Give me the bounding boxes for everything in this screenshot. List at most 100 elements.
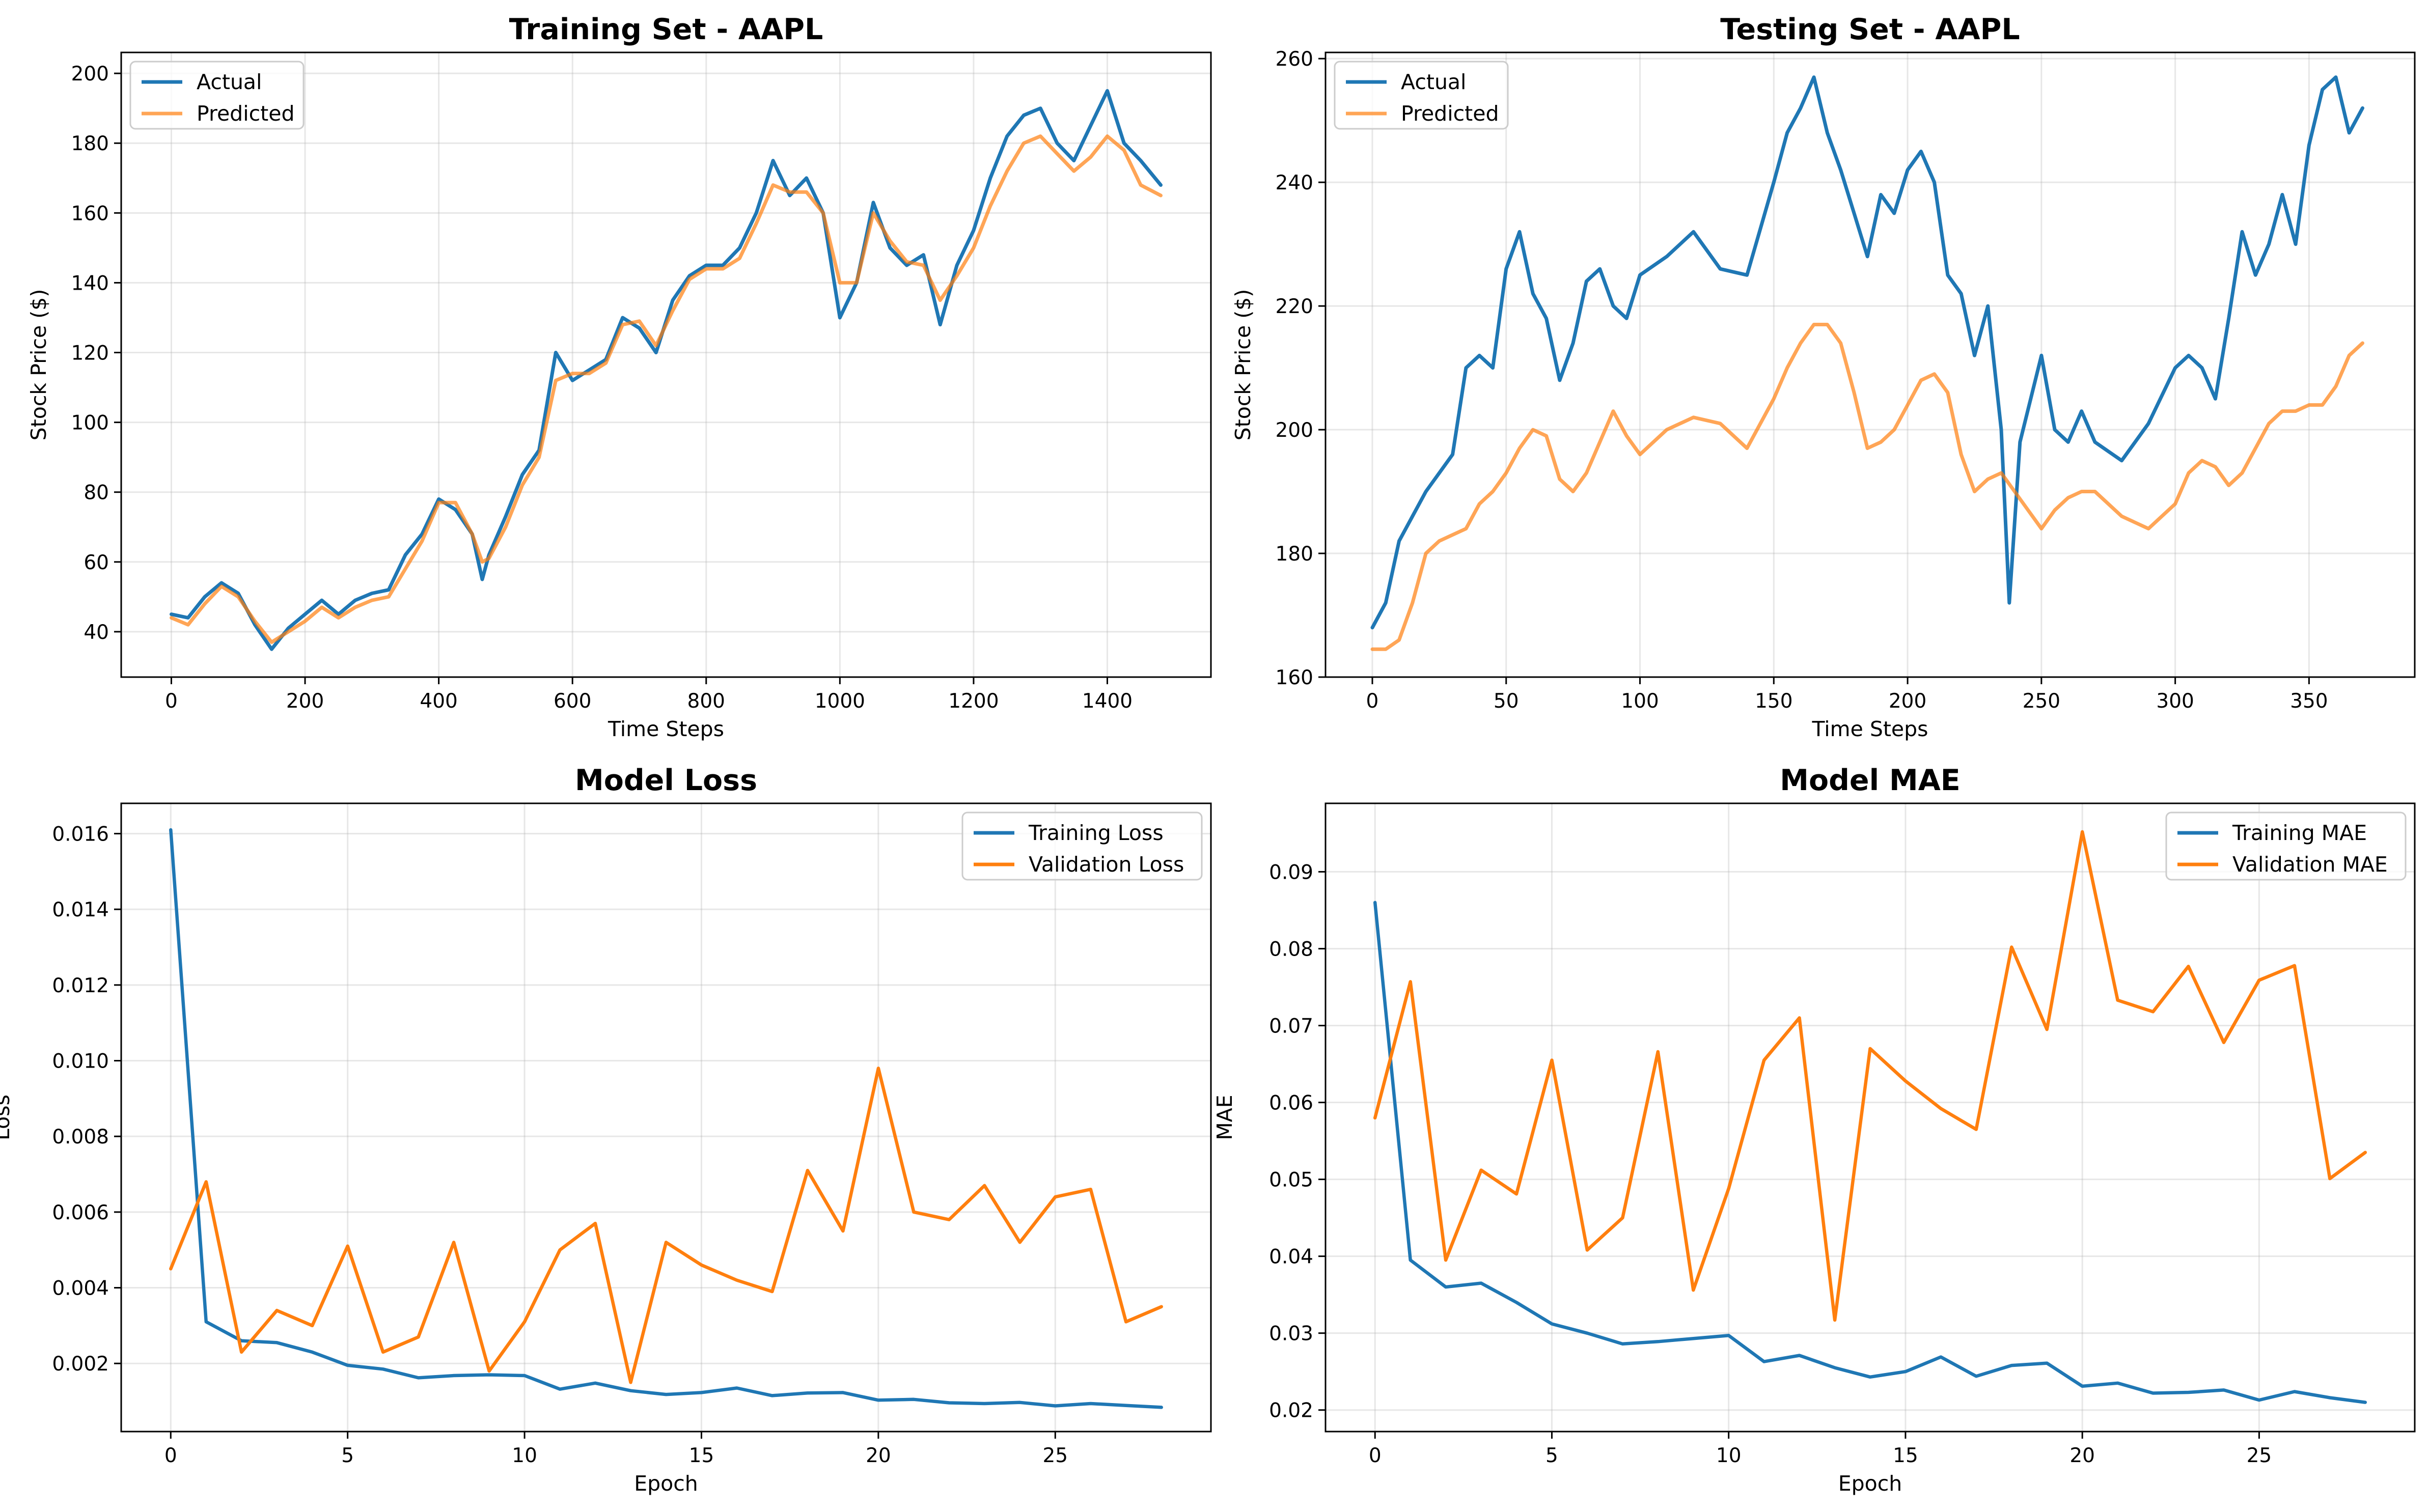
legend-box [2165,811,2407,881]
series-line-training-loss [169,828,1163,1409]
y-tick-label: 0.014 [52,899,109,921]
legend: Actual Predicted [1334,61,1509,130]
axes-frame [1324,802,2416,1433]
y-tick-label: 140 [71,272,109,295]
y-tick-label: 60 [84,551,109,574]
y-axis-label: Stock Price ($) [1231,289,1255,441]
x-tick-label: 200 [1889,690,1926,713]
legend-label: Actual [197,70,262,94]
chart-1: 0 200 400 600 800 1000 1200 1400 40 60 80 100 120 140… [26,13,1212,741]
x-tick-label: 15 [1893,1444,1918,1467]
y-tick-label: 0.05 [1269,1169,1313,1192]
plot-area [1326,52,2415,677]
chart-3: 0 5 10 15 20 25 0.002 0.004 0.006 0.008 0.010 0.012… [0,764,1212,1496]
x-tick-label: 10 [1716,1444,1742,1467]
x-tick-label: 25 [1042,1444,1068,1467]
x-tick-label: 25 [2247,1444,2272,1467]
x-tick-label: 100 [1621,690,1659,713]
y-tick-label: 200 [71,63,109,86]
y-tick-label: 220 [1276,295,1313,318]
series-line-validation-mae [1373,830,2367,1322]
legend-label: Validation Loss [1029,852,1184,877]
axes-frame [1324,51,2416,678]
legend: Training MAE Validation MAE [2165,811,2407,881]
y-tick-label: 0.004 [52,1277,109,1300]
legend-label: Training MAE [2232,821,2367,845]
x-tick-label: 10 [512,1444,537,1467]
y-tick-label: 0.012 [52,974,109,997]
y-tick-label: 160 [1276,666,1313,689]
x-tick-label: 1000 [815,690,865,713]
chart-title: Model Loss [575,764,757,797]
series-line-predicted [170,134,1163,644]
legend: Actual Predicted [129,61,305,130]
y-axis-label: MAE [1212,1095,1237,1140]
legend-label: Predicted [1401,101,1499,126]
x-tick-label: 5 [341,1444,354,1467]
series-line-training-mae [1373,901,2367,1404]
legend-label: Training Loss [1028,821,1164,845]
y-tick-label: 180 [1276,543,1313,566]
x-tick-label: 1400 [1082,690,1133,713]
y-tick-label: 240 [1276,172,1313,194]
chart-title: Training Set - AAPL [509,13,823,46]
y-tick-label: 40 [84,621,109,644]
y-tick-label: 0.06 [1269,1092,1313,1115]
legend-label: Predicted [197,101,294,126]
y-tick-label: 0.002 [52,1353,109,1376]
y-tick-label: 0.010 [52,1050,109,1073]
series-line-actual [170,89,1163,651]
axes-frame [120,51,1212,678]
legend: Training Loss Validation Loss [961,811,1203,881]
x-tick-label: 300 [2156,690,2194,713]
y-tick-label: 0.02 [1269,1399,1313,1422]
y-tick-label: 0.006 [52,1201,109,1224]
y-axis-label: Stock Price ($) [26,289,51,441]
chart-2: 0 50 100 150 200 250 300 350 160 180 200 220 240 260 T… [1231,13,2416,741]
x-tick-label: 5 [1545,1444,1558,1467]
x-tick-label: 15 [689,1444,714,1467]
y-tick-label: 0.03 [1269,1323,1313,1346]
x-tick-label: 800 [687,690,725,713]
legend-box [961,811,1203,881]
y-tick-label: 100 [71,412,109,435]
y-tick-label: 0.008 [52,1126,109,1149]
x-tick-label: 200 [286,690,324,713]
x-tick-label: 600 [554,690,591,713]
axes-frame [120,802,1212,1433]
chart-title: Testing Set - AAPL [1720,13,2020,46]
legend-label: Validation MAE [2232,852,2388,877]
x-tick-label: 400 [420,690,457,713]
x-tick-label: 0 [1366,690,1379,713]
x-tick-label: 350 [2290,690,2328,713]
y-tick-label: 0.04 [1269,1246,1313,1269]
x-axis-label: Time Steps [608,717,724,741]
x-tick-label: 0 [164,1444,177,1467]
y-tick-label: 0.07 [1269,1015,1313,1038]
x-tick-label: 0 [165,690,178,713]
x-axis-label: Time Steps [1811,717,1928,741]
series-line-predicted [1370,323,2364,651]
chart-4: 0 5 10 15 20 25 0.02 0.03 0.04 0.05 0.06 0.07 0.08 0.… [1212,764,2416,1496]
y-tick-label: 0.08 [1269,938,1313,961]
x-tick-label: 250 [2023,690,2060,713]
plot-area [121,52,1211,677]
x-tick-label: 50 [1494,690,1519,713]
x-tick-label: 1200 [948,690,999,713]
y-tick-label: 160 [71,202,109,225]
plot-area [1326,803,2415,1432]
x-tick-label: 150 [1755,690,1792,713]
series-line-actual [1370,75,2364,630]
y-tick-label: 0.09 [1269,861,1313,884]
y-tick-label: 120 [71,342,109,365]
y-tick-label: 0.016 [52,823,109,846]
x-tick-label: 20 [2069,1444,2095,1467]
x-tick-label: 20 [866,1444,891,1467]
x-tick-label: 0 [1369,1444,1382,1467]
y-tick-label: 80 [84,482,109,505]
legend-label: Actual [1401,70,1466,94]
y-tick-label: 180 [71,132,109,155]
x-axis-label: Epoch [1838,1471,1902,1496]
chart-title: Model MAE [1780,764,1961,797]
